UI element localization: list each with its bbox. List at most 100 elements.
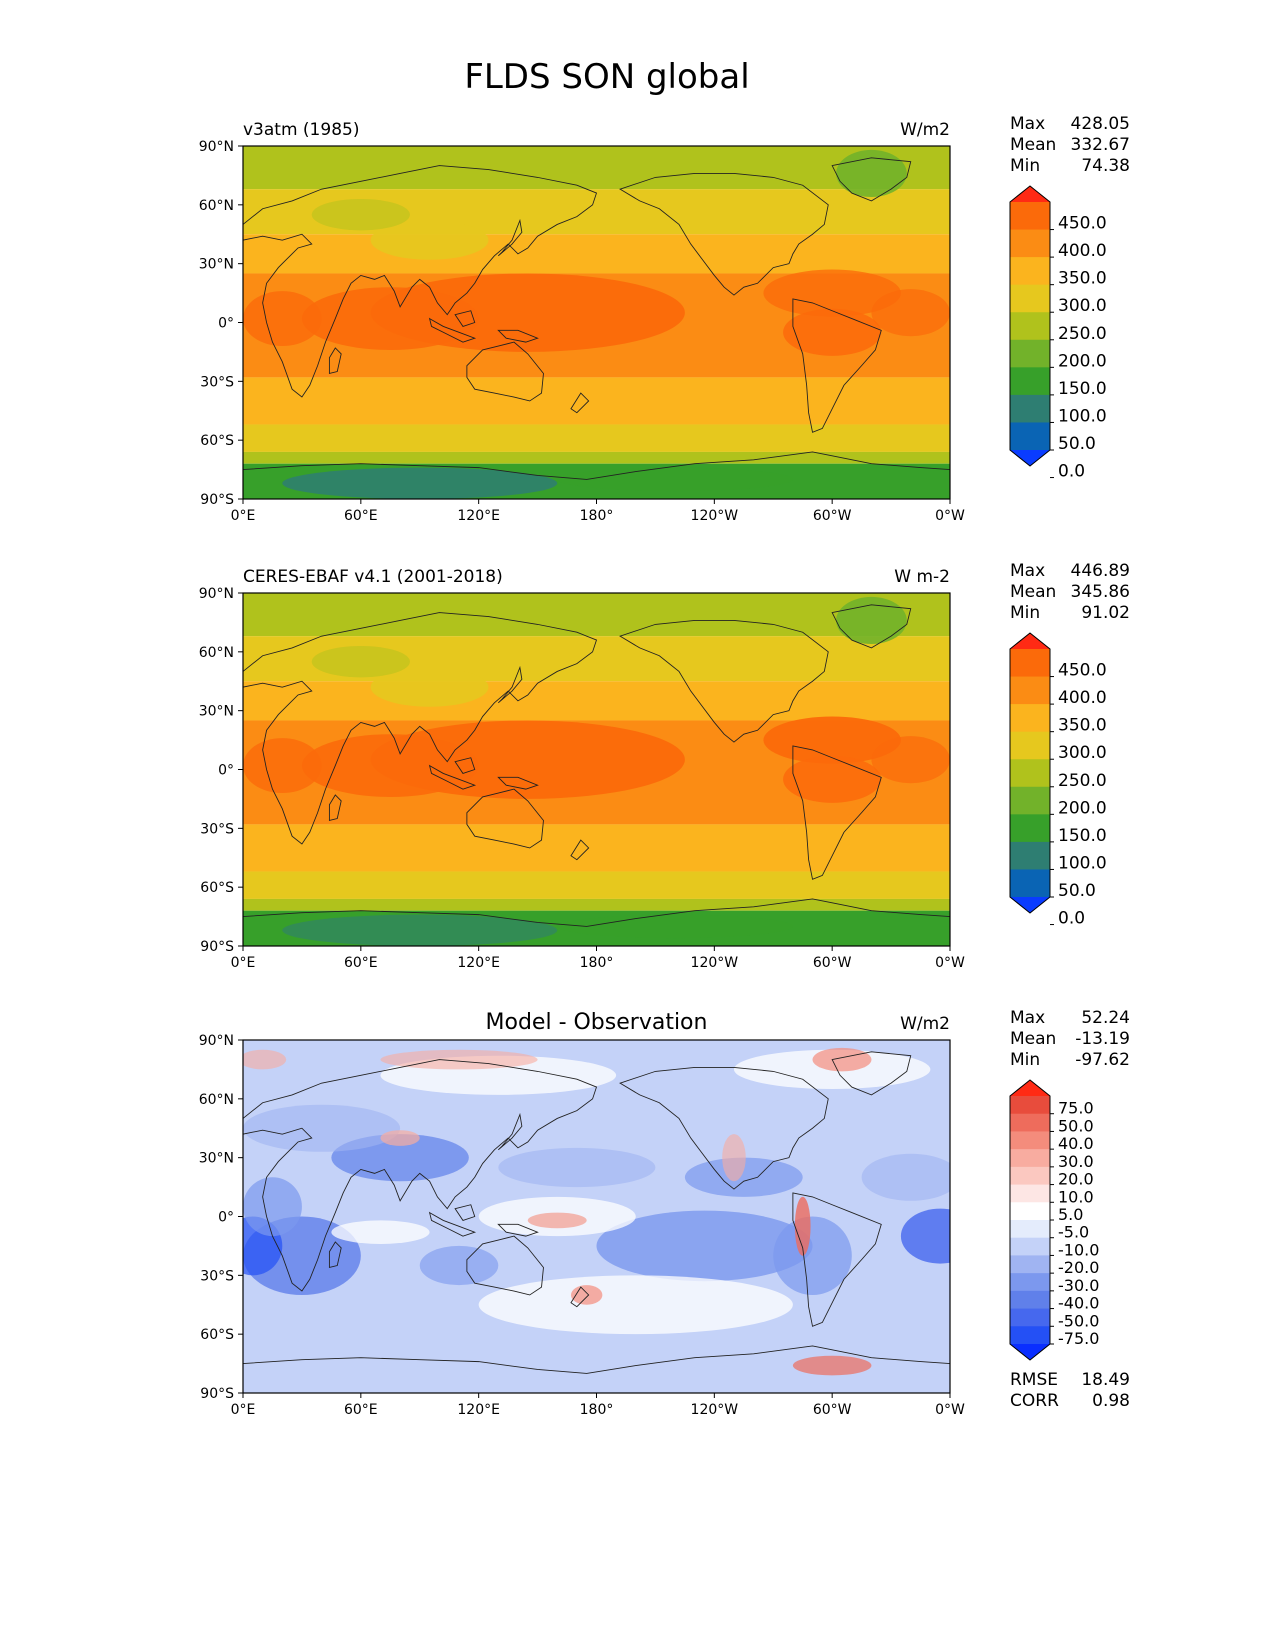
colorbar-tick-label: 300.0 bbox=[1058, 296, 1107, 316]
colorbar-segment bbox=[1010, 339, 1050, 368]
lon-tick-label: 0°W bbox=[935, 955, 965, 971]
colorbar-segment bbox=[1010, 1166, 1050, 1186]
lat-tick-label: 90°N bbox=[199, 586, 234, 602]
lat-tick-label: 90°N bbox=[199, 1033, 234, 1049]
colorbar-extend-min bbox=[1010, 1344, 1050, 1360]
colorbar-tick-label: 350.0 bbox=[1058, 716, 1107, 736]
colorbar-tick-label: 100.0 bbox=[1058, 406, 1107, 426]
colorbar-tick-label: 250.0 bbox=[1058, 324, 1107, 344]
colorbar: 450.0 400.0 350.0 300.0 250.0 200.0 150.0 100.0… bbox=[1009, 632, 1107, 929]
map-field-obs bbox=[243, 593, 950, 946]
lon-tick-label: 60°E bbox=[344, 508, 378, 524]
map-field-model bbox=[243, 146, 950, 499]
lon-tick-label: 60°W bbox=[813, 955, 852, 971]
colorbar-tick-label: 100.0 bbox=[1058, 853, 1107, 873]
colorbar-extend-min bbox=[1010, 897, 1050, 913]
metric-value: 18.49 bbox=[1081, 1370, 1130, 1390]
colorbar-tick-label: -40.0 bbox=[1058, 1294, 1099, 1313]
colorbar-segment bbox=[1010, 1308, 1050, 1327]
colorbar-tick-label: -50.0 bbox=[1058, 1311, 1099, 1330]
lon-tick-label: 120°W bbox=[691, 955, 739, 971]
lon-tick-label: 60°W bbox=[813, 1402, 852, 1418]
stat-label: Mean bbox=[1010, 1029, 1056, 1049]
lat-tick-label: 90°S bbox=[200, 1386, 234, 1402]
lat-tick-label: 60°N bbox=[199, 645, 234, 661]
lon-tick-label: 0°E bbox=[231, 1402, 256, 1418]
lat-tick-label: 30°N bbox=[199, 704, 234, 720]
panel-title: Model - Observation bbox=[486, 1010, 708, 1035]
colorbar-tick-label: 50.0 bbox=[1058, 881, 1096, 901]
figure-title: FLDS SON global bbox=[464, 57, 749, 97]
panel-obs: CERES-EBAF v4.1 (2001-2018) W m-2 90°N 60°N… bbox=[199, 561, 1130, 971]
colorbar-segment bbox=[1010, 786, 1050, 815]
lat-tick-label: 30°S bbox=[200, 1268, 234, 1284]
stat-value: 345.86 bbox=[1071, 582, 1130, 602]
colorbar: 450.0 400.0 350.0 300.0 250.0 200.0 150.0 100.0… bbox=[1009, 185, 1107, 482]
colorbar-segment bbox=[1010, 229, 1050, 258]
lon-tick-label: 120°E bbox=[457, 508, 500, 524]
colorbar-segment bbox=[1010, 1326, 1050, 1345]
colorbar-segment bbox=[1010, 1184, 1050, 1203]
panel-diff: Model - Observation W/m2 90°N 60°N 30°N 0° 30°… bbox=[199, 1008, 1130, 1418]
colorbar-tick-label: 400.0 bbox=[1058, 241, 1107, 261]
lat-tick-label: 60°S bbox=[200, 433, 234, 449]
colorbar-segment bbox=[1010, 1255, 1050, 1274]
lon-tick-label: 120°E bbox=[457, 1402, 500, 1418]
colorbar-tick-label: 200.0 bbox=[1058, 351, 1107, 371]
stat-label: Min bbox=[1010, 1050, 1040, 1070]
colorbar-segment bbox=[1010, 1096, 1050, 1115]
lat-tick-label: 90°S bbox=[200, 492, 234, 508]
lon-tick-label: 60°W bbox=[813, 508, 852, 524]
lat-tick-label: 60°S bbox=[200, 880, 234, 896]
lat-tick-label: 90°N bbox=[199, 139, 234, 155]
lat-tick-label: 0° bbox=[218, 316, 234, 332]
lat-tick-label: 60°N bbox=[199, 198, 234, 214]
stat-value: -97.62 bbox=[1075, 1050, 1130, 1070]
colorbar-tick-label: -20.0 bbox=[1058, 1258, 1099, 1277]
colorbar-segment bbox=[1010, 367, 1050, 396]
colorbar-tick-label: 50.0 bbox=[1058, 1116, 1094, 1135]
colorbar-tick-label: 40.0 bbox=[1058, 1134, 1094, 1153]
lat-tick-label: 60°N bbox=[199, 1092, 234, 1108]
stat-label: Mean bbox=[1010, 135, 1056, 155]
colorbar-tick-label: 150.0 bbox=[1058, 379, 1107, 399]
colorbar-tick-label: -5.0 bbox=[1058, 1223, 1089, 1242]
stat-value: 446.89 bbox=[1071, 561, 1130, 581]
colorbar-segment bbox=[1010, 312, 1050, 341]
stat-value: 52.24 bbox=[1081, 1008, 1130, 1028]
colorbar-tick-label: 0.0 bbox=[1058, 909, 1085, 929]
colorbar-segment bbox=[1010, 1113, 1050, 1132]
colorbar-extend-min bbox=[1010, 450, 1050, 466]
colorbar-tick-label: 50.0 bbox=[1058, 434, 1096, 454]
colorbar-tick-label: -30.0 bbox=[1058, 1276, 1099, 1295]
colorbar-tick-label: 30.0 bbox=[1058, 1152, 1094, 1171]
lat-tick-label: 0° bbox=[218, 1210, 234, 1226]
panel-model: v3atm (1985) W/m2 90°N 60°N 30°N 0° 30°S 60°S 90… bbox=[199, 114, 1130, 524]
colorbar-tick-label: 350.0 bbox=[1058, 269, 1107, 289]
lat-tick-label: 30°S bbox=[200, 821, 234, 837]
colorbar-segment bbox=[1010, 422, 1050, 451]
lat-tick-label: 90°S bbox=[200, 939, 234, 955]
colorbar-segment bbox=[1010, 759, 1050, 788]
colorbar-segment bbox=[1010, 869, 1050, 898]
stat-value: 332.67 bbox=[1071, 135, 1130, 155]
colorbar-segment bbox=[1010, 1290, 1050, 1310]
stat-label: Max bbox=[1010, 1008, 1045, 1028]
lat-tick-label: 30°S bbox=[200, 374, 234, 390]
colorbar-segment bbox=[1010, 1273, 1050, 1292]
lon-tick-label: 0°E bbox=[231, 508, 256, 524]
map-field-diff bbox=[243, 1040, 950, 1393]
stat-value: -13.19 bbox=[1075, 1029, 1130, 1049]
colorbar-segment bbox=[1010, 1237, 1050, 1256]
lat-tick-label: 60°S bbox=[200, 1327, 234, 1343]
colorbar-segment bbox=[1010, 1149, 1050, 1168]
colorbar-tick-label: 450.0 bbox=[1058, 214, 1107, 234]
colorbar-segment bbox=[1010, 704, 1050, 733]
stat-value: 428.05 bbox=[1071, 114, 1130, 134]
colorbar-tick-label: 450.0 bbox=[1058, 661, 1107, 681]
lon-tick-label: 0°W bbox=[935, 508, 965, 524]
colorbar-tick-label: 400.0 bbox=[1058, 688, 1107, 708]
colorbar-tick-label: 75.0 bbox=[1058, 1099, 1094, 1118]
colorbar-extend-max bbox=[1010, 186, 1050, 202]
